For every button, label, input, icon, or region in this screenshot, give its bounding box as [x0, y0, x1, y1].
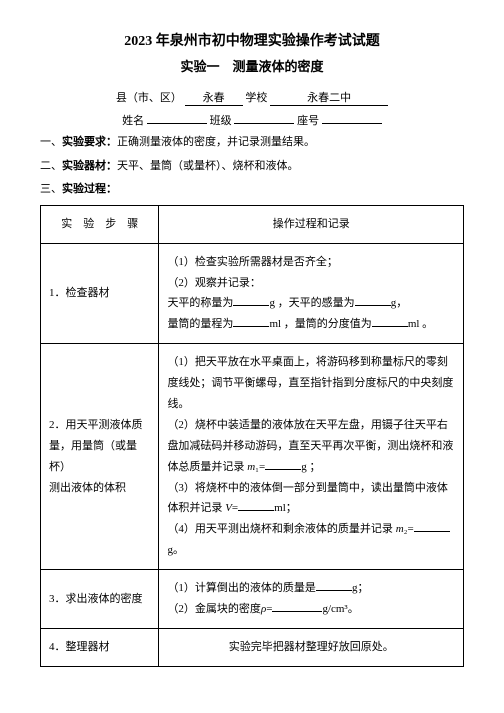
info-row-2: 姓名 班级 座号	[40, 112, 464, 128]
step-3-label: 3．求出液体的密度	[41, 570, 159, 629]
county-label: 县（市、区）	[116, 92, 182, 104]
blank	[233, 305, 269, 306]
main-title: 2023 年泉州市初中物理实验操作考试试题	[40, 30, 464, 50]
step-4-content: 实验完毕把器材整理好放回原处。	[159, 628, 464, 666]
blank	[316, 590, 352, 591]
section-equipment: 二、实验器材：天平、量筒（或量杯）、烧杯和液体。	[40, 158, 464, 176]
class-blank	[234, 123, 294, 124]
section-requirement: 一、实验要求：正确测量液体的密度，并记录测量结果。	[40, 134, 464, 152]
document-page: 2023 年泉州市初中物理实验操作考试试题 实验一 测量液体的密度 县（市、区）…	[0, 0, 504, 713]
step-2-content: （1）把天平放在水平桌面上，将游码移到称量标尺的零刻度线处；调节平衡螺母，直至指…	[159, 344, 464, 570]
header-content: 操作过程和记录	[159, 205, 464, 243]
class-label: 班级	[210, 115, 232, 127]
school-value: 永春二中	[270, 89, 388, 106]
blank	[238, 510, 274, 511]
blank	[372, 326, 408, 327]
blank	[233, 326, 269, 327]
sub-title: 实验一 测量液体的密度	[40, 56, 464, 75]
step-2-label: 2．用天平测液体质 量，用量筒（或量杯） 测出液体的体积	[41, 344, 159, 570]
step-1-label: 1．检查器材	[41, 243, 159, 344]
procedure-table: 实 验 步 骤 操作过程和记录 1．检查器材 （1）检查实验所需器材是否齐全； …	[40, 205, 464, 667]
step-3-content: （1）计算倒出的液体的质量是g； （2）金属块的密度ρ=g/cm³。	[159, 570, 464, 629]
table-row-3: 3．求出液体的密度 （1）计算倒出的液体的质量是g； （2）金属块的密度ρ=g/…	[41, 570, 464, 629]
school-label: 学校	[245, 92, 267, 104]
step-4-label: 4．整理器材	[41, 628, 159, 666]
table-row-1: 1．检查器材 （1）检查实验所需器材是否齐全； （2）观察并记录： 天平的称量为…	[41, 243, 464, 344]
seat-blank	[322, 123, 382, 124]
table-row-4: 4．整理器材 实验完毕把器材整理好放回原处。	[41, 628, 464, 666]
name-label: 姓名	[122, 115, 144, 127]
seat-label: 座号	[297, 115, 319, 127]
blank	[272, 611, 322, 612]
table-row-2: 2．用天平测液体质 量，用量筒（或量杯） 测出液体的体积 （1）把天平放在水平桌…	[41, 344, 464, 570]
step-1-content: （1）检查实验所需器材是否齐全； （2）观察并记录： 天平的称量为g ，天平的感…	[159, 243, 464, 344]
blank	[355, 305, 391, 306]
table-header-row: 实 验 步 骤 操作过程和记录	[41, 205, 464, 243]
blank	[414, 531, 450, 532]
blank	[265, 469, 301, 470]
header-step: 实 验 步 骤	[41, 205, 159, 243]
county-value: 永春	[185, 89, 243, 106]
section-process: 三、实验过程：	[40, 181, 464, 199]
info-row-1: 县（市、区） 永春 学校 永春二中	[40, 89, 464, 106]
name-blank	[147, 123, 207, 124]
